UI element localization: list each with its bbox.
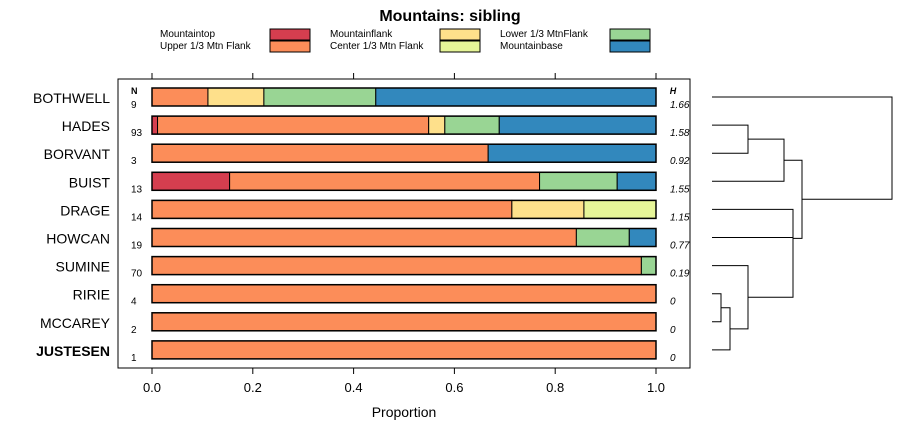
n-value-howcan: 19 <box>131 241 143 252</box>
bar-segment-bothwell-mountainbase <box>375 87 657 107</box>
x-tick-label: 0.6 <box>445 380 463 395</box>
bar-segment-ririe-upper-1-3-mtn-flank <box>151 284 657 304</box>
plot-frame <box>117 78 691 369</box>
bar-outline-drage <box>151 199 657 220</box>
legend-swatch-mountaintop <box>269 28 311 41</box>
bar-segment-borvant-upper-1-3-mtn-flank <box>151 143 489 163</box>
bar-segment-borvant-mountainbase <box>487 143 657 163</box>
legend-label-mountainbase: Mountainbase <box>500 41 563 52</box>
dendrogram <box>712 96 893 351</box>
bar-segment-hades-mountaintop <box>151 115 159 135</box>
bar-segment-buist-mountainbase <box>616 171 657 191</box>
row-label-borvant: BORVANT <box>44 146 111 162</box>
row-label-justesen: JUSTESEN <box>36 343 110 359</box>
n-value-mccarey: 2 <box>131 325 137 336</box>
x-axis-title: Proportion <box>372 404 437 420</box>
bar-segment-howcan-lower-1-3-mtnflank <box>575 228 630 247</box>
chart-title: Mountains: sibling <box>379 8 520 25</box>
bar-segment-justesen-upper-1-3-mtn-flank <box>151 340 657 360</box>
bar-segment-howcan-upper-1-3-mtn-flank <box>151 228 577 247</box>
bar-segment-hades-mountainbase <box>498 115 657 135</box>
row-label-ririe: RIRIE <box>73 287 110 303</box>
bar-outline-hades <box>151 115 657 135</box>
bar-segment-bothwell-lower-1-3-mtnflank <box>263 87 377 107</box>
h-value-bothwell: 1.66 <box>670 100 690 111</box>
h-header: H <box>670 86 677 96</box>
row-label-bothwell: BOTHWELL <box>33 90 110 106</box>
h-value-mccarey: 0 <box>670 325 676 336</box>
x-tick-label: 1.0 <box>647 380 665 395</box>
row-label-sumine: SUMINE <box>56 259 110 275</box>
bar-outline-sumine <box>151 255 657 276</box>
h-value-buist: 1.55 <box>670 184 690 195</box>
x-axis: 0.0 0.2 0.4 0.6 0.8 1.0 <box>143 73 665 395</box>
dendrogram-link <box>712 237 794 298</box>
legend-label-mountaintop: Mountaintop <box>160 29 215 40</box>
bar-outline-buist <box>151 171 657 192</box>
bar-segment-bothwell-mountainflank <box>207 87 265 107</box>
legend-label-lower-1-3-mtnflank: Lower 1/3 MtnFlank <box>500 29 589 40</box>
bar-segment-drage-mountainflank <box>511 199 585 219</box>
bar-segment-hades-lower-1-3-mtnflank <box>444 115 500 135</box>
bar-segment-buist-upper-1-3-mtn-flank <box>229 171 541 191</box>
n-value-sumine: 70 <box>131 269 143 280</box>
legend-swatch-lower-1-3-mtnflank <box>609 28 651 41</box>
bar-segment-hades-upper-1-3-mtn-flank <box>157 115 430 135</box>
n-value-ririe: 4 <box>131 297 137 308</box>
h-value-sumine: 0.19 <box>670 269 690 280</box>
legend-swatch-upper-1-3-mtn-flank <box>269 40 311 53</box>
row-label-hades: HADES <box>62 118 110 134</box>
bar-outline-borvant <box>151 143 657 163</box>
x-tick-label: 0.8 <box>546 380 564 395</box>
bar-outline-bothwell <box>151 87 657 107</box>
h-value-howcan: 0.77 <box>670 241 690 252</box>
bar-outline-ririe <box>151 283 657 304</box>
legend-label-upper-1-3-mtn-flank: Upper 1/3 Mtn Flank <box>160 41 252 52</box>
row-label-mccarey: MCCAREY <box>40 315 111 331</box>
h-value-ririe: 0 <box>670 297 676 308</box>
bar-segment-sumine-upper-1-3-mtn-flank <box>151 256 642 276</box>
h-value-drage: 1.15 <box>670 212 690 223</box>
dendrogram-link <box>712 293 722 323</box>
n-value-justesen: 1 <box>131 353 137 364</box>
row-label-drage: DRAGE <box>60 202 110 218</box>
bar-segment-buist-mountaintop <box>151 171 231 191</box>
h-value-hades: 1.58 <box>670 128 690 139</box>
bar-segment-hades-mountainflank <box>428 115 446 135</box>
dendrogram-link <box>712 96 893 200</box>
n-value-hades: 93 <box>131 128 143 139</box>
n-value-borvant: 3 <box>131 156 137 167</box>
bar-outline-mccarey <box>151 312 657 332</box>
legend-label-center-1-3-mtn-flank: Center 1/3 Mtn Flank <box>330 41 424 52</box>
n-header: N <box>131 86 138 96</box>
bar-segment-buist-lower-1-3-mtnflank <box>539 171 618 191</box>
legend-swatch-mountainbase <box>609 40 651 53</box>
bar-outline-howcan <box>151 227 657 248</box>
x-tick-label: 0.2 <box>244 380 262 395</box>
legend-label-mountainflank: Mountainflank <box>330 29 393 40</box>
bar-segment-drage-upper-1-3-mtn-flank <box>151 199 513 219</box>
h-value-justesen: 0 <box>670 353 676 364</box>
dendrogram-link <box>712 208 794 268</box>
bar-segment-howcan-mountainbase <box>628 228 657 247</box>
legend-swatch-mountainflank <box>439 28 481 41</box>
row-label-buist: BUIST <box>69 174 111 190</box>
n-value-buist: 13 <box>131 184 143 195</box>
bar-segment-bothwell-upper-1-3-mtn-flank <box>151 87 209 107</box>
bar-segment-mccarey-upper-1-3-mtn-flank <box>151 312 657 332</box>
bar-outline-justesen <box>151 340 657 360</box>
n-value-bothwell: 9 <box>131 100 137 111</box>
h-value-borvant: 0.92 <box>670 156 690 167</box>
row-label-howcan: HOWCAN <box>46 231 110 247</box>
dendrogram-link <box>712 124 749 154</box>
legend-swatch-center-1-3-mtn-flank <box>439 40 481 53</box>
n-value-drage: 14 <box>131 212 143 223</box>
bar-rows: BOTHWELL 9 1.66 HADES 93 1.58 BORVANT 3 0.92 BUIS… <box>33 87 690 364</box>
x-tick-label: 0.0 <box>143 380 161 395</box>
x-tick-label: 0.4 <box>345 380 363 395</box>
bar-segment-drage-center-1-3-mtn-flank <box>583 199 657 219</box>
bar-segment-sumine-lower-1-3-mtnflank <box>640 256 657 276</box>
